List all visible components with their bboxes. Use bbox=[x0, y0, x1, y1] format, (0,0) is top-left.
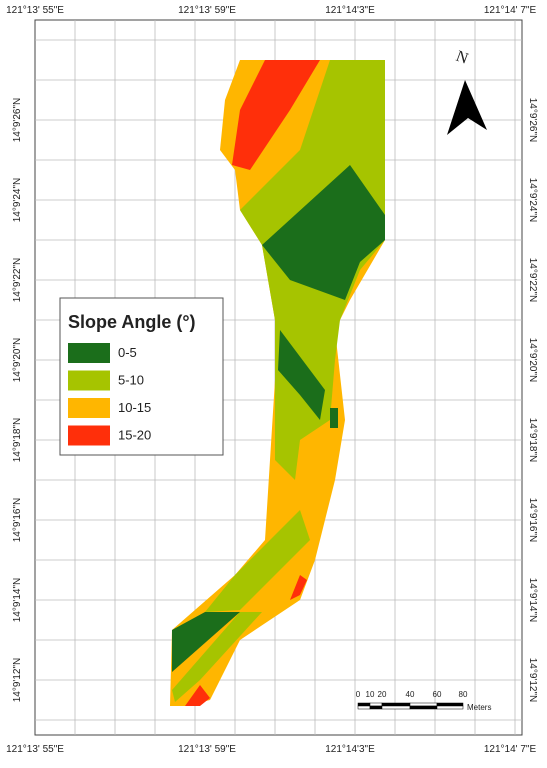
legend-label: 0-5 bbox=[118, 345, 137, 360]
arrow bbox=[447, 80, 487, 135]
legend-label: 5-10 bbox=[118, 373, 144, 388]
right-label: 14°9'18"N bbox=[527, 418, 538, 463]
scale-bar: 0 10 20 40 60 80 Meters bbox=[356, 690, 492, 712]
zone bbox=[205, 510, 310, 612]
scale-label: 0 bbox=[356, 690, 361, 699]
scale-segment bbox=[436, 705, 464, 710]
left-label: 14°9'24"N bbox=[12, 178, 23, 223]
scale-label: 40 bbox=[406, 690, 415, 699]
scale-segment bbox=[369, 705, 383, 710]
legend-label: 10-15 bbox=[118, 400, 151, 415]
zone bbox=[262, 165, 385, 300]
right-label: 14°9'22"N bbox=[527, 258, 538, 303]
zone bbox=[278, 330, 325, 420]
scale-label: 10 bbox=[366, 690, 375, 699]
zone bbox=[290, 575, 307, 600]
scale-segment bbox=[357, 705, 371, 710]
scale-unit: Meters bbox=[467, 703, 491, 712]
top-label: 121°14'3"E bbox=[325, 5, 375, 16]
zone bbox=[232, 60, 320, 170]
right-label: 14°9'16"N bbox=[527, 498, 538, 543]
legend-swatch bbox=[68, 343, 110, 363]
zone bbox=[172, 612, 262, 702]
zone bbox=[172, 612, 240, 672]
top-label: 121°13' 55"E bbox=[6, 5, 64, 16]
legend-swatch bbox=[68, 370, 110, 391]
right-label: 14°9'26"N bbox=[527, 98, 538, 143]
left-label: 14°9'12"N bbox=[12, 658, 23, 703]
top-label: 121°14' 7"E bbox=[484, 5, 537, 16]
coordinate-labels: 121°13' 55"E 121°13' 59"E 121°14'3"E 121°14… bbox=[6, 5, 538, 755]
zone bbox=[185, 685, 210, 706]
bottom-label: 121°13' 55"E bbox=[6, 744, 64, 755]
scale-segment bbox=[369, 702, 383, 707]
right-label: 14°9'24"N bbox=[527, 178, 538, 223]
left-label: 14°9'18"N bbox=[12, 418, 23, 463]
scale-label: 80 bbox=[459, 690, 468, 699]
scale-segment bbox=[381, 705, 411, 710]
left-label: 14°9'14"N bbox=[12, 578, 23, 623]
legend-swatch bbox=[68, 398, 110, 418]
left-label: 14°9'22"N bbox=[12, 258, 23, 303]
scale-segment bbox=[436, 702, 464, 707]
scale-label: 60 bbox=[433, 690, 442, 699]
bottom-label: 121°14' 7"E bbox=[484, 744, 537, 755]
left-label: 14°9'26"N bbox=[12, 98, 23, 143]
left-label: 14°9'20"N bbox=[12, 338, 23, 383]
scale-segment bbox=[409, 705, 438, 710]
left-label: 14°9'16"N bbox=[12, 498, 23, 543]
legend-title: Slope Angle (°) bbox=[68, 312, 196, 332]
legend-swatch bbox=[68, 425, 110, 446]
bottom-label: 121°14'3"E bbox=[325, 744, 375, 755]
scale-segment bbox=[357, 702, 371, 707]
right-label: 14°9'14"N bbox=[527, 578, 538, 623]
scale-segment bbox=[381, 702, 411, 707]
top-label: 121°13' 59"E bbox=[178, 5, 236, 16]
scale-segment bbox=[409, 702, 438, 707]
legend-label: 15-20 bbox=[118, 428, 151, 443]
right-label: 14°9'20"N bbox=[527, 338, 538, 383]
legend: Slope Angle (°) 0-5 5-10 10-15 15-20 bbox=[59, 297, 224, 456]
right-label: 14°9'12"N bbox=[527, 658, 538, 703]
zone bbox=[330, 408, 338, 428]
scale-label: 20 bbox=[378, 690, 387, 699]
slope-zones bbox=[170, 60, 385, 706]
bottom-label: 121°13' 59"E bbox=[178, 744, 236, 755]
